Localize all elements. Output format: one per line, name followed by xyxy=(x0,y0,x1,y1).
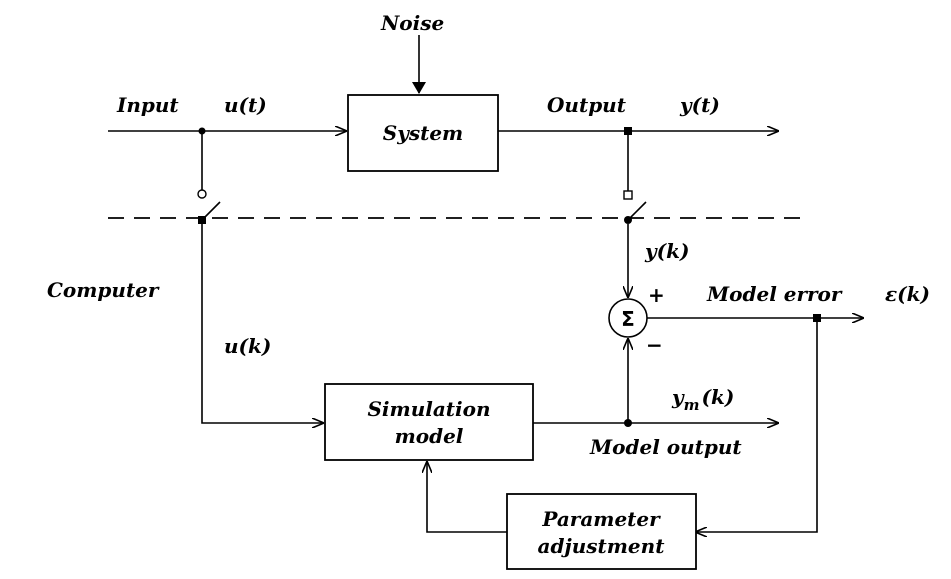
simulation-model-block xyxy=(324,383,534,461)
plus-sign: + xyxy=(648,283,665,307)
input-tap-node xyxy=(198,127,206,135)
output-sampler-contact xyxy=(623,190,633,200)
parameter-feedback-line xyxy=(427,462,507,533)
y-k-label: y(k) xyxy=(644,239,689,263)
y-m-label: ym (k) xyxy=(671,385,734,414)
parameter-label-line1: Parameter xyxy=(541,507,661,531)
summing-sigma: Σ xyxy=(621,307,635,331)
output-label: Output xyxy=(547,93,627,117)
output-sampler-switch xyxy=(627,201,647,221)
u-k-line xyxy=(201,224,323,423)
model-error-label: Model error xyxy=(706,282,843,306)
input-label: Input xyxy=(116,93,179,117)
input-sampler-node xyxy=(198,216,206,224)
system-label: System xyxy=(383,121,463,145)
simulation-label-line1: Simulation xyxy=(367,397,490,421)
epsilon-k-label: ε(k) xyxy=(885,282,930,306)
error-feedback-line xyxy=(696,322,818,532)
error-tap-node xyxy=(813,314,821,322)
computer-label: Computer xyxy=(47,278,160,302)
simulation-label-line2: model xyxy=(395,424,464,448)
minus-sign: − xyxy=(646,333,663,357)
parameter-label-line2: adjustment xyxy=(538,534,666,558)
model-output-label: Model output xyxy=(589,435,742,459)
y-t-label: y(t) xyxy=(679,93,720,117)
u-t-label: u(t) xyxy=(224,93,267,117)
system-block xyxy=(347,94,499,172)
output-tap-node xyxy=(624,127,632,135)
noise-label: Noise xyxy=(380,11,444,35)
input-sampler-contact xyxy=(197,189,207,199)
u-k-label: u(k) xyxy=(224,334,271,358)
